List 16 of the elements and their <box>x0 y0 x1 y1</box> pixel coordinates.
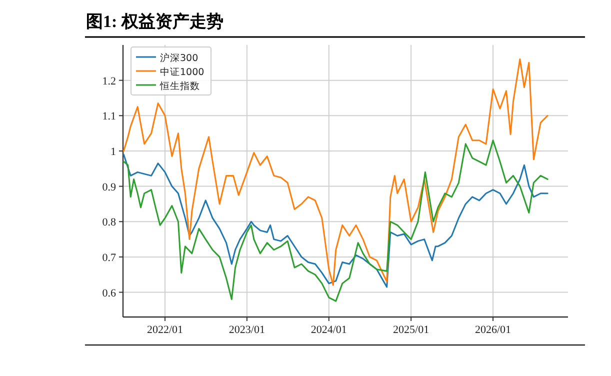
x-tick-label: 2025/01 <box>393 324 430 336</box>
legend-label: 中证1000 <box>160 66 204 78</box>
y-tick-label: 1.2 <box>102 75 116 88</box>
y-tick-label: 0.8 <box>102 216 116 229</box>
y-tick-label: 0.6 <box>102 287 116 300</box>
x-tick-label: 2022/01 <box>146 324 184 336</box>
legend-label: 恒生指数 <box>159 80 200 92</box>
y-tick-label: 0.9 <box>102 181 116 194</box>
chart-title: 图1: 权益资产走势 <box>86 12 224 31</box>
x-tick-label: 2024/01 <box>310 324 347 336</box>
y-tick-label: 1 <box>110 146 116 158</box>
y-tick-label: 0.7 <box>102 252 116 264</box>
legend-label: 沪深300 <box>160 52 198 64</box>
x-tick-label: 2023/01 <box>228 324 265 336</box>
y-tick-label: 1.1 <box>102 110 116 123</box>
x-tick-label: 2026/01 <box>474 324 512 336</box>
